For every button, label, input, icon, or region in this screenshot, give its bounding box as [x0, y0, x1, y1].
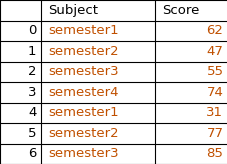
- Text: 55: 55: [205, 65, 222, 78]
- Text: 3: 3: [28, 86, 36, 99]
- Text: 31: 31: [205, 106, 222, 119]
- Text: 0: 0: [28, 24, 36, 37]
- Text: 4: 4: [28, 106, 36, 119]
- Text: 62: 62: [206, 24, 222, 37]
- Text: 77: 77: [205, 127, 222, 140]
- Text: 6: 6: [28, 147, 36, 160]
- Text: semester3: semester3: [48, 147, 118, 160]
- Text: 47: 47: [206, 45, 222, 58]
- Text: 74: 74: [206, 86, 222, 99]
- Text: semester1: semester1: [48, 106, 118, 119]
- Text: semester2: semester2: [48, 45, 118, 58]
- Text: Score: Score: [161, 4, 198, 17]
- Text: 1: 1: [28, 45, 36, 58]
- Text: Subject: Subject: [48, 4, 97, 17]
- Text: 5: 5: [28, 127, 36, 140]
- Text: semester4: semester4: [48, 86, 118, 99]
- Text: 2: 2: [28, 65, 36, 78]
- Text: semester3: semester3: [48, 65, 118, 78]
- Text: 85: 85: [206, 147, 222, 160]
- Text: semester1: semester1: [48, 24, 118, 37]
- Text: semester2: semester2: [48, 127, 118, 140]
